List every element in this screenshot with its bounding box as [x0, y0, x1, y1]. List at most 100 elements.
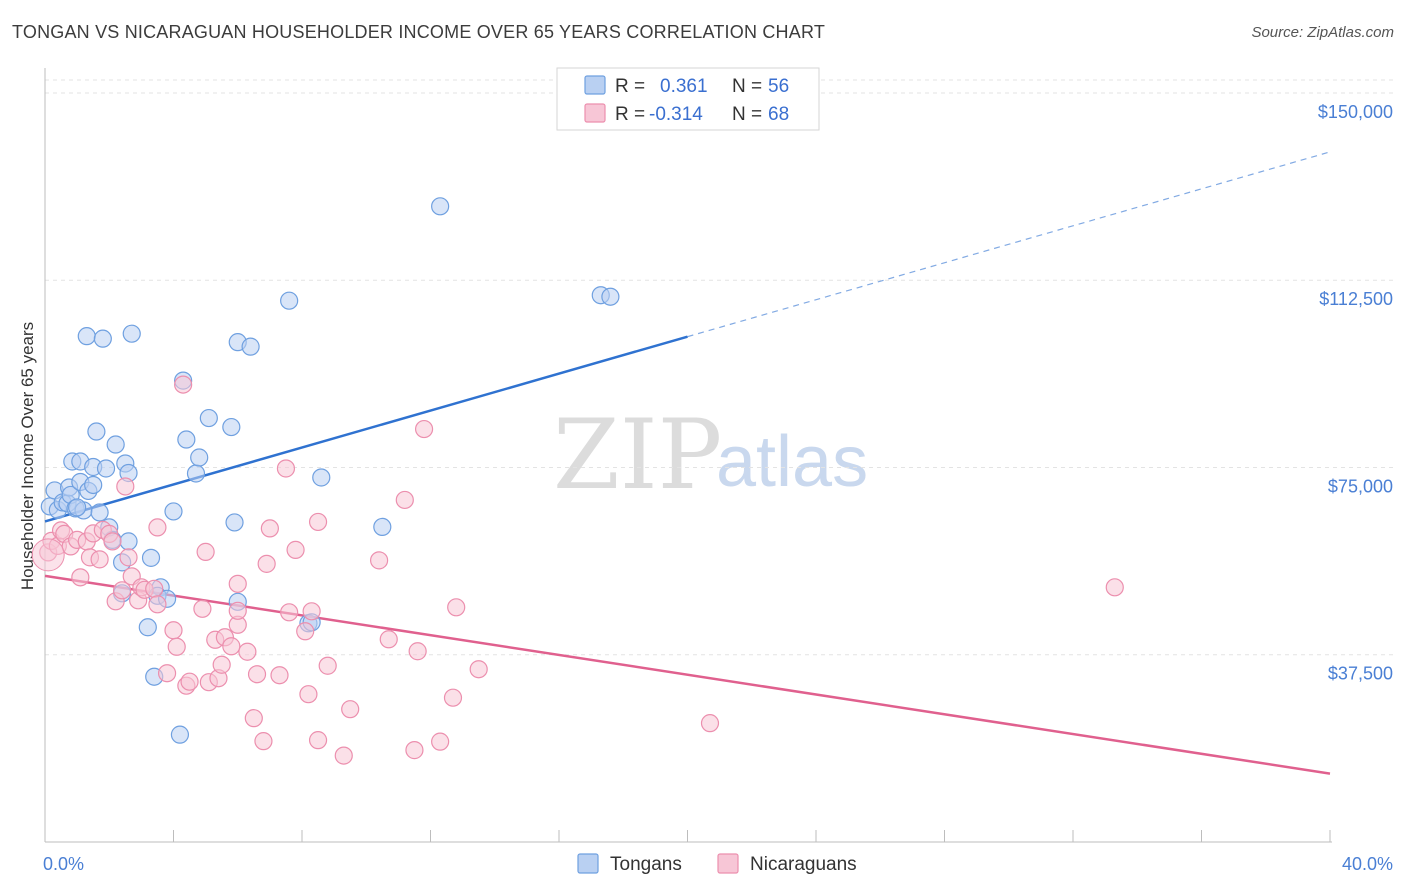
tick-labels: $37,500 $75,000 $112,500 $150,000 0.0% 40.0%	[43, 102, 1393, 874]
nicaraguan-point	[112, 581, 132, 600]
nicaraguan-point	[212, 655, 231, 674]
nicaraguan-point	[405, 741, 424, 760]
tongan-trend-line	[44, 335, 688, 523]
grid-lines	[45, 79, 1395, 656]
nicaraguan-trend-line	[44, 574, 1331, 775]
tongan-point	[106, 435, 125, 454]
nicaraguan-point	[238, 642, 257, 661]
legend-n-value-nicaraguans: 68	[768, 104, 789, 125]
legend-r-value-nicaraguans: -0.314	[649, 104, 703, 125]
nicaraguan-point	[1105, 578, 1124, 597]
nicaraguan-point	[90, 550, 109, 569]
tongan-point	[312, 468, 331, 487]
nicaraguan-point	[157, 664, 177, 683]
x-tick-label: 0.0%	[43, 854, 84, 874]
nicaraguan-point	[302, 602, 321, 621]
nicaraguan-point	[196, 542, 215, 561]
nicaraguan-point	[260, 519, 279, 538]
tongan-point	[431, 197, 450, 216]
nicaraguan-point	[174, 375, 193, 394]
legend-swatch-nicaraguans	[584, 103, 606, 123]
tongan-point	[68, 498, 87, 517]
nicaraguan-point	[280, 603, 299, 622]
tongan-point	[222, 417, 241, 437]
bottom-legend-tongans: Tongans	[610, 854, 682, 875]
tongan-point	[77, 327, 96, 346]
chart-title: TONGAN VS NICARAGUAN HOUSEHOLDER INCOME …	[12, 22, 826, 42]
nicaraguan-point	[180, 672, 199, 691]
tongan-point	[87, 422, 106, 441]
chart-source: Source: ZipAtlas.com	[1251, 24, 1394, 41]
tongan-trend-extension	[687, 151, 1331, 338]
tongan-point	[138, 618, 157, 637]
nicaraguan-point	[299, 685, 318, 704]
nicaraguan-point	[270, 666, 289, 685]
bottom-legend-nicaraguans: Nicaraguans	[750, 854, 857, 875]
watermark: ZIP atlas	[553, 399, 868, 511]
nicaraguan-point	[247, 665, 267, 684]
legend-r-label-nicaraguans: R =	[615, 104, 645, 125]
nicaraguan-point	[222, 637, 241, 656]
nicaraguan-point	[443, 688, 463, 707]
nicaraguan-point-large	[31, 538, 65, 572]
bottom-legend: Tongans Nicaraguans	[577, 853, 857, 875]
nicaraguan-point	[379, 630, 398, 649]
tongan-point	[199, 408, 218, 428]
tongan-point	[93, 329, 112, 348]
nicaraguan-point	[148, 595, 167, 614]
nicaraguan-point	[254, 732, 273, 751]
tongan-point	[190, 448, 209, 467]
tongan-point	[96, 459, 116, 478]
tongan-point	[601, 287, 620, 306]
tongan-point	[119, 532, 138, 551]
nicaraguan-point	[447, 598, 466, 617]
nicaraguan-point	[341, 700, 360, 719]
legend: R = 0.361 N = 56 R = -0.314 N = 68	[556, 67, 820, 131]
y-tick-label: $112,500	[1319, 289, 1393, 309]
tongan-point	[84, 475, 103, 495]
legend-n-label-tongans: N =	[732, 76, 762, 97]
nicaraguan-point	[296, 622, 315, 641]
nicaraguan-point	[414, 419, 434, 439]
legend-r-value-tongans: 0.361	[660, 76, 708, 97]
y-tick-label: $75,000	[1328, 476, 1393, 496]
nicaraguan-point	[431, 732, 450, 751]
tongan-point	[164, 502, 183, 521]
nicaraguan-point	[148, 518, 167, 537]
nicaraguan-point	[286, 540, 305, 559]
tongan-point	[122, 324, 141, 343]
nicaraguan-point	[228, 574, 247, 593]
nicaraguan-point	[318, 656, 337, 675]
bottom-legend-swatch-nicaraguans	[717, 853, 739, 874]
axes	[44, 68, 1332, 843]
nicaraguan-point	[145, 579, 164, 598]
nicaraguan-point	[119, 548, 138, 567]
tongan-point	[186, 464, 206, 483]
x-tick-label: 40.0%	[1342, 854, 1393, 874]
nicaraguan-point	[228, 601, 247, 620]
nicaraguan-point	[116, 477, 135, 496]
nicaraguan-point	[308, 731, 328, 750]
trend-lines	[44, 151, 1331, 775]
tongan-point	[373, 517, 392, 537]
legend-r-label-tongans: R =	[615, 76, 645, 97]
tongan-point	[241, 337, 260, 356]
nicaraguan-point	[700, 714, 720, 733]
nicaraguan-point	[395, 490, 414, 510]
tongan-point	[90, 503, 109, 522]
nicaraguan-point	[308, 512, 328, 532]
nicaraguan-point	[103, 532, 122, 551]
watermark-atlas: atlas	[716, 422, 868, 502]
nicaraguan-point	[71, 568, 90, 587]
y-tick-label: $37,500	[1328, 664, 1393, 684]
nicaraguan-point	[334, 746, 353, 765]
tongan-point	[177, 430, 196, 449]
nicaraguan-point	[164, 621, 183, 640]
tongan-point	[170, 725, 190, 744]
bottom-legend-swatch-tongans	[577, 853, 599, 874]
y-tick-label: $150,000	[1318, 102, 1393, 122]
nicaraguan-point	[257, 554, 276, 573]
data-points	[31, 197, 1124, 765]
legend-n-value-tongans: 56	[768, 76, 789, 97]
